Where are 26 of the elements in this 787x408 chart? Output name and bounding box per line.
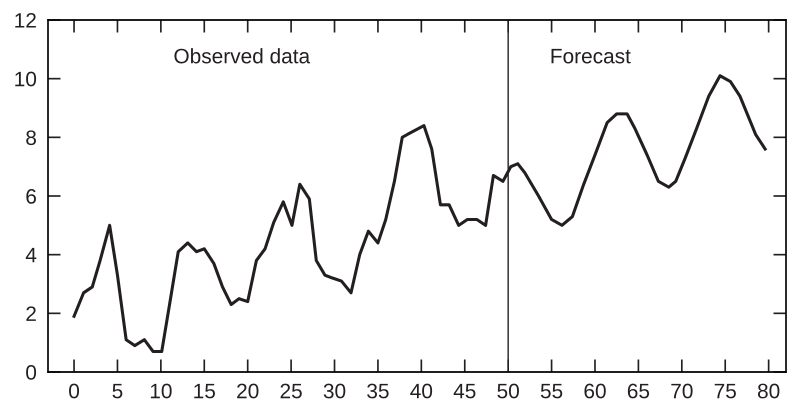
x-tick-label: 0	[69, 384, 80, 398]
x-tick-label: 5	[112, 384, 122, 398]
x-tick-label: 80	[758, 384, 780, 398]
x-tick-label: 60	[584, 384, 606, 398]
x-tick-label: 75	[714, 384, 736, 398]
annotation: Observed data	[174, 48, 310, 64]
x-tick-label: 40	[410, 384, 432, 398]
y-tick-label: 6	[26, 189, 36, 204]
x-tick-label: 10	[150, 384, 172, 398]
x-tick-label: 25	[280, 384, 302, 398]
y-tick-label: 10	[15, 72, 36, 86]
y-tick-label: 2	[26, 306, 36, 321]
annotation: Forecast	[552, 48, 631, 64]
x-tick-label: 55	[540, 384, 562, 398]
x-tick-label: 30	[324, 384, 346, 398]
x-tick-label: 15	[194, 384, 215, 398]
x-tick-label: 45	[454, 384, 476, 398]
y-tick-label: 0	[26, 365, 36, 380]
y-tick-label: 12	[15, 13, 36, 28]
x-tick-label: 65	[628, 384, 650, 398]
x-tick-label: 70	[671, 384, 693, 398]
y-tick-label: 4	[26, 248, 36, 262]
x-tick-label: 50	[497, 384, 519, 398]
x-tick-label: 35	[367, 384, 389, 398]
y-tick-label: 8	[26, 130, 36, 146]
x-tick-label: 20	[237, 384, 258, 398]
